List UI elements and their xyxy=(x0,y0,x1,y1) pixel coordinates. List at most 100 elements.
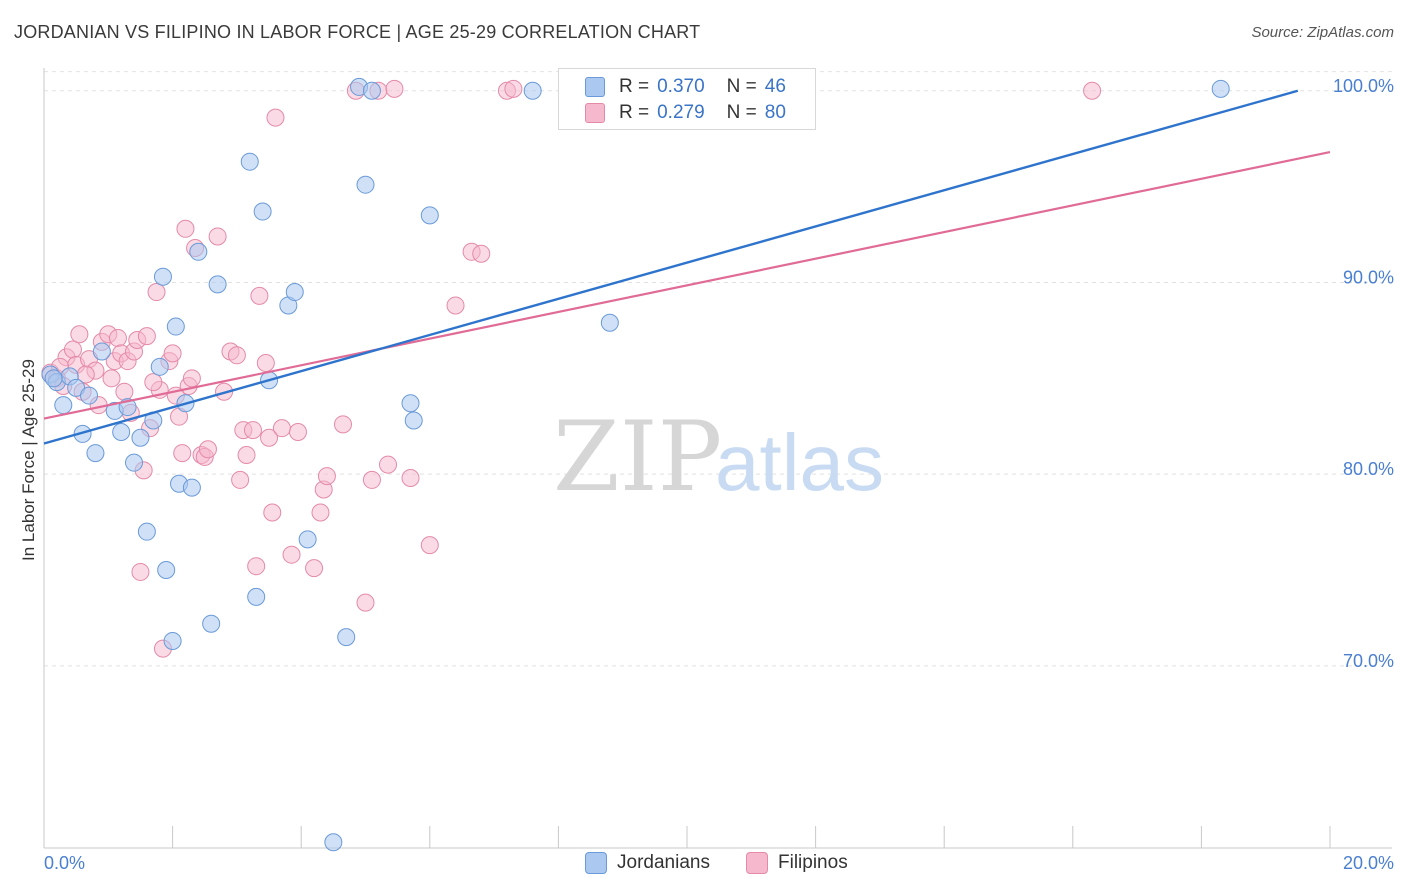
jordanian-point xyxy=(337,628,356,647)
jordanian-point xyxy=(182,478,201,497)
filipino-point xyxy=(237,446,256,464)
jordanian-point xyxy=(166,317,185,336)
r-value: 0.279 xyxy=(657,102,705,123)
x-tick-label: 20.0% xyxy=(1343,853,1394,873)
filipino-point xyxy=(266,108,285,127)
series-legend: Jordanians Filipinos xyxy=(0,852,1406,876)
jordanian-point xyxy=(125,453,144,472)
filipino-point xyxy=(163,344,182,363)
filipino-point xyxy=(144,373,163,392)
filipino-point xyxy=(282,545,301,564)
n-value: 80 xyxy=(764,102,786,123)
filipino-point xyxy=(272,419,291,438)
y-tick-label: 100.0% xyxy=(1333,76,1394,96)
filipino-point xyxy=(288,422,307,441)
filipino-point xyxy=(317,467,336,486)
legend-label-jordanians: Jordanians xyxy=(617,852,710,873)
jordanian-point xyxy=(54,396,73,415)
jordanian-point xyxy=(1211,79,1230,98)
y-tick-label: 70.0% xyxy=(1343,651,1394,671)
jordanian-point xyxy=(112,422,131,441)
filipino-point xyxy=(108,329,127,348)
jordanian-swatch xyxy=(585,852,607,874)
watermark-zip: ZIP xyxy=(553,401,722,513)
stats-legend: R = 0.370 N = 46 R = 0.279 N = 80 xyxy=(558,68,816,130)
jordanian-point xyxy=(163,631,182,650)
y-axis-label: In Labor Force | Age 25-29 xyxy=(19,359,38,561)
jordanian-point xyxy=(600,313,619,332)
filipino-point xyxy=(208,227,227,246)
filipino-point xyxy=(256,353,275,372)
filipino-point xyxy=(504,79,523,98)
filipino-point xyxy=(63,340,82,359)
source-label: Source: ZipAtlas.com xyxy=(1251,24,1394,41)
filipino-point xyxy=(362,470,381,489)
filipino-point xyxy=(182,369,201,388)
legend-row-filipinos: R = 0.279 N = 80 xyxy=(585,102,786,124)
filipino-point xyxy=(147,283,166,302)
x-tick-label: 0.0% xyxy=(44,853,85,873)
filipino-point xyxy=(198,440,217,459)
jordanian-point xyxy=(240,152,259,171)
filipino-point xyxy=(356,593,375,612)
legend-row-jordanians: R = 0.370 N = 46 xyxy=(585,76,786,98)
filipino-point xyxy=(333,415,352,434)
filipino-point xyxy=(250,286,269,305)
jordanian-point xyxy=(247,587,266,606)
jordanian-point xyxy=(324,833,343,852)
jordanian-point xyxy=(92,342,111,361)
jordanian-point xyxy=(150,357,169,376)
n-value: 46 xyxy=(764,76,786,97)
tick-labels: 70.0% 80.0% 90.0% 100.0% 0.0% 20.0% xyxy=(44,76,1394,873)
filipino-swatch xyxy=(585,103,605,123)
filipino-point xyxy=(70,325,89,344)
jordanian-point xyxy=(420,206,439,225)
y-tick-label: 80.0% xyxy=(1343,459,1394,479)
filipino-point xyxy=(176,219,195,238)
filipino-point xyxy=(131,562,150,581)
legend-item-jordanians[interactable]: Jordanians xyxy=(585,852,710,874)
filipino-point xyxy=(137,327,156,346)
jordanian-point xyxy=(189,242,208,261)
jordanian-point xyxy=(208,275,227,294)
jordanian-point xyxy=(356,175,375,194)
filipino-point xyxy=(385,79,404,98)
legend-item-filipinos[interactable]: Filipinos xyxy=(746,852,848,874)
r-label: R = xyxy=(619,76,650,97)
filipino-point xyxy=(263,503,282,522)
jordanian-point xyxy=(202,614,221,633)
filipino-point xyxy=(420,536,439,555)
jordanian-point xyxy=(404,411,423,430)
filipino-trend-line xyxy=(43,151,1331,420)
jordanian-point xyxy=(137,522,156,541)
filipino-point xyxy=(173,444,192,463)
filipino-points xyxy=(41,79,1102,658)
filipino-point xyxy=(1083,81,1102,100)
filipino-point xyxy=(231,470,250,489)
legend-label-filipinos: Filipinos xyxy=(778,852,848,873)
jordanian-point xyxy=(131,428,150,447)
axes xyxy=(43,68,1392,849)
jordanian-point xyxy=(157,561,176,580)
n-label: N = xyxy=(726,76,757,97)
jordanian-point xyxy=(253,202,272,221)
jordanian-trend-line xyxy=(43,89,1299,445)
jordanian-point xyxy=(401,394,420,413)
filipino-swatch xyxy=(746,852,768,874)
jordanian-point xyxy=(153,267,172,286)
watermark: ZIP atlas xyxy=(553,401,884,513)
filipino-point xyxy=(247,557,266,576)
watermark-atlas: atlas xyxy=(715,418,884,507)
r-value: 0.370 xyxy=(657,76,705,97)
filipino-point xyxy=(227,346,246,365)
filipino-point xyxy=(260,428,279,447)
filipino-point xyxy=(243,421,262,440)
n-label: N = xyxy=(726,102,757,123)
jordanian-point xyxy=(523,81,542,100)
filipino-point xyxy=(311,503,330,522)
jordanian-point xyxy=(80,386,99,405)
jordanian-point xyxy=(298,530,317,549)
jordanian-swatch xyxy=(585,77,605,97)
filipino-point xyxy=(305,559,324,578)
